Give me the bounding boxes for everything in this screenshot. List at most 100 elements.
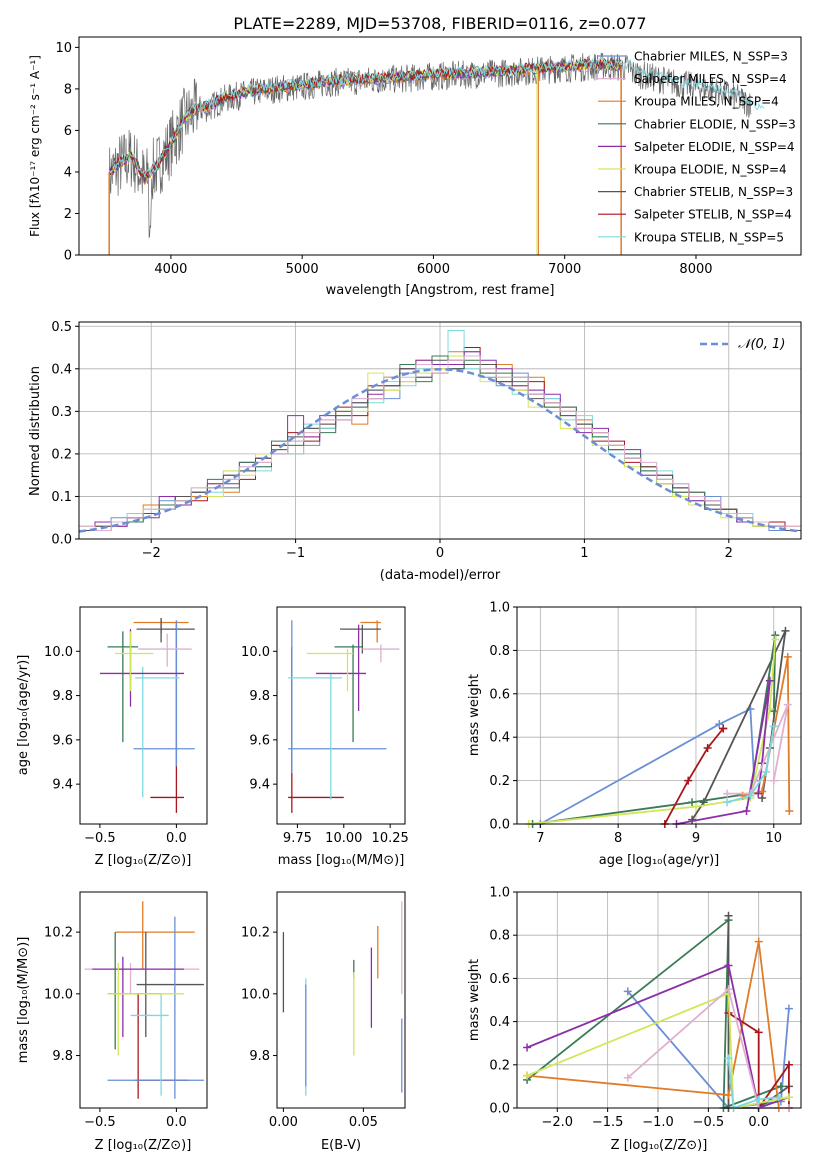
y-tick-label: 9.8 xyxy=(249,689,270,704)
legend-label: Chabrier ELODIE, N_SSP=3 xyxy=(634,117,796,131)
spectrum-legend: Chabrier MILES, N_SSP=3 Salpeter MILES, N… xyxy=(598,50,796,244)
legend-label: Kroupa MILES, N_SSP=4 xyxy=(634,95,779,109)
weight-vs-age-axes-frame xyxy=(516,606,802,825)
plus-marker xyxy=(724,911,733,920)
y-tick-label: 10.0 xyxy=(241,987,270,1002)
y-tick-label: 0 xyxy=(64,249,72,264)
x-tick-label: −2.0 xyxy=(541,1115,573,1130)
y-tick-label: 0.0 xyxy=(489,818,510,833)
y-tick-label: 10.0 xyxy=(44,645,73,660)
plus-marker xyxy=(623,1073,632,1082)
plus-marker xyxy=(724,1091,733,1100)
weight-vs-age-y-label: mass weight xyxy=(467,674,482,756)
plus-marker xyxy=(688,798,697,807)
y-tick-label: 0.4 xyxy=(489,731,510,746)
y-tick-label: 6 xyxy=(64,124,72,139)
weight-line-7 xyxy=(526,992,790,1110)
mass-vs-Z-axes-frame xyxy=(79,891,208,1109)
x-tick-label: 2 xyxy=(725,546,733,561)
y-tick-label: 0.2 xyxy=(489,774,510,789)
x-tick-label: −1.5 xyxy=(592,1115,624,1130)
x-tick-label: −0.5 xyxy=(693,1115,725,1130)
y-tick-label: 1.0 xyxy=(489,886,510,901)
plus-marker xyxy=(703,744,712,753)
x-tick-label: 9 xyxy=(692,831,700,846)
y-tick-label: 9.8 xyxy=(52,689,73,704)
plus-marker xyxy=(742,806,751,815)
weight-vs-age-x-label: age [log₁₀(age/yr)] xyxy=(599,853,720,868)
age-vs-Z-panel: −0.5 0.0 9.4 9.6 9.8 10.0 Z [log₁₀(Z/Z⊙)] age… xyxy=(16,606,208,868)
y-tick-label: 0.2 xyxy=(489,1058,510,1073)
plus-marker xyxy=(774,1093,783,1102)
legend-label: Chabrier STELIB, N_SSP=3 xyxy=(634,185,793,199)
plus-marker xyxy=(688,815,697,824)
y-tick-label: 9.4 xyxy=(249,778,270,793)
y-tick-label: 4 xyxy=(64,165,72,180)
legend-label: Kroupa ELODIE, N_SSP=4 xyxy=(634,163,787,177)
y-tick-label: 9.6 xyxy=(249,733,270,748)
y-tick-label: 0.3 xyxy=(51,405,72,420)
x-tick-label: 4000 xyxy=(154,262,187,277)
y-tick-label: 10.0 xyxy=(44,987,73,1002)
x-tick-label: 10 xyxy=(765,831,782,846)
residual-y-label: Normed distribution xyxy=(28,366,43,496)
weight-line-4 xyxy=(527,941,780,1109)
spectrum-title: PLATE=2289, MJD=53708, FIBERID=0116, z=0… xyxy=(233,14,646,33)
x-tick-label: 0.0 xyxy=(166,831,187,846)
age-vs-mass-panel: 9.75 10.00 10.25 9.4 9.6 9.8 10.0 mass [log₁₀(… xyxy=(241,606,409,868)
age-vs-Z-y-label: age [log₁₀(age/yr)] xyxy=(16,655,31,776)
plus-marker xyxy=(754,937,763,946)
plus-marker xyxy=(724,1054,733,1063)
plus-marker xyxy=(723,798,732,807)
weight-vs-Z-y-label: mass weight xyxy=(467,959,482,1041)
x-tick-label: −1 xyxy=(286,546,305,561)
y-tick-label: 0.6 xyxy=(489,687,510,702)
plus-marker xyxy=(754,1095,763,1104)
mass-vs-Z-x-label: Z [log₁₀(Z/Z⊙)] xyxy=(95,1138,192,1153)
x-tick-label: 8 xyxy=(614,831,622,846)
legend-label: Kroupa STELIB, N_SSP=5 xyxy=(634,230,784,244)
x-tick-label: 9.75 xyxy=(283,831,312,846)
y-tick-label: 8 xyxy=(64,82,72,97)
plus-marker xyxy=(623,987,632,996)
y-tick-label: 0.4 xyxy=(489,1015,510,1030)
weight-vs-Z-x-label: Z [log₁₀(Z/Z⊙)] xyxy=(611,1138,708,1153)
x-tick-label: 6000 xyxy=(417,262,450,277)
plus-marker xyxy=(784,1060,793,1069)
residual-x-label: (data-model)/error xyxy=(380,568,501,583)
age-vs-Z-axes-frame xyxy=(79,606,208,825)
mass-vs-EBV-x-label: E(B-V) xyxy=(321,1138,361,1153)
y-tick-label: 0.6 xyxy=(489,972,510,987)
age-vs-mass-x-label: mass [log₁₀(M/M⊙)] xyxy=(278,853,405,868)
mass-vs-EBV-panel: 0.00 0.05 9.8 10.0 10.2 E(B-V) xyxy=(241,891,406,1153)
y-tick-label: 0.0 xyxy=(51,533,72,548)
plus-marker xyxy=(761,767,770,776)
plus-marker xyxy=(769,722,778,731)
x-tick-label: 0.0 xyxy=(748,1115,769,1130)
y-tick-label: 0.8 xyxy=(489,929,510,944)
plus-marker xyxy=(785,806,794,815)
y-tick-label: 0.0 xyxy=(489,1102,510,1117)
x-tick-label: 0.05 xyxy=(349,1115,378,1130)
plus-marker xyxy=(684,776,693,785)
gaussian-reference-curve xyxy=(78,368,802,533)
y-tick-label: 0.4 xyxy=(51,362,72,377)
plus-marker xyxy=(781,626,790,635)
plus-marker xyxy=(724,985,733,994)
x-tick-label: 1 xyxy=(580,546,588,561)
x-tick-label: 0 xyxy=(436,546,444,561)
spectrum-x-label: wavelength [Angstrom, rest frame] xyxy=(326,283,555,298)
plus-marker xyxy=(523,1043,532,1052)
x-tick-label: −0.5 xyxy=(84,831,116,846)
model-spectrum-line-9 xyxy=(108,57,765,177)
x-tick-label: 0.00 xyxy=(269,1115,298,1130)
weight-line-6 xyxy=(526,964,790,1110)
plus-marker xyxy=(784,1004,793,1013)
x-tick-label: −1.0 xyxy=(642,1115,674,1130)
weight-line-9 xyxy=(726,726,775,804)
spectrum-axes-frame xyxy=(78,36,802,256)
y-tick-label: 9.4 xyxy=(52,778,73,793)
weight-vs-age-panel: 7 8 9 10 0.0 0.2 0.4 0.6 0.8 1.0 age [log₁₀(age/y… xyxy=(467,601,802,868)
y-tick-label: 0.5 xyxy=(51,320,72,335)
